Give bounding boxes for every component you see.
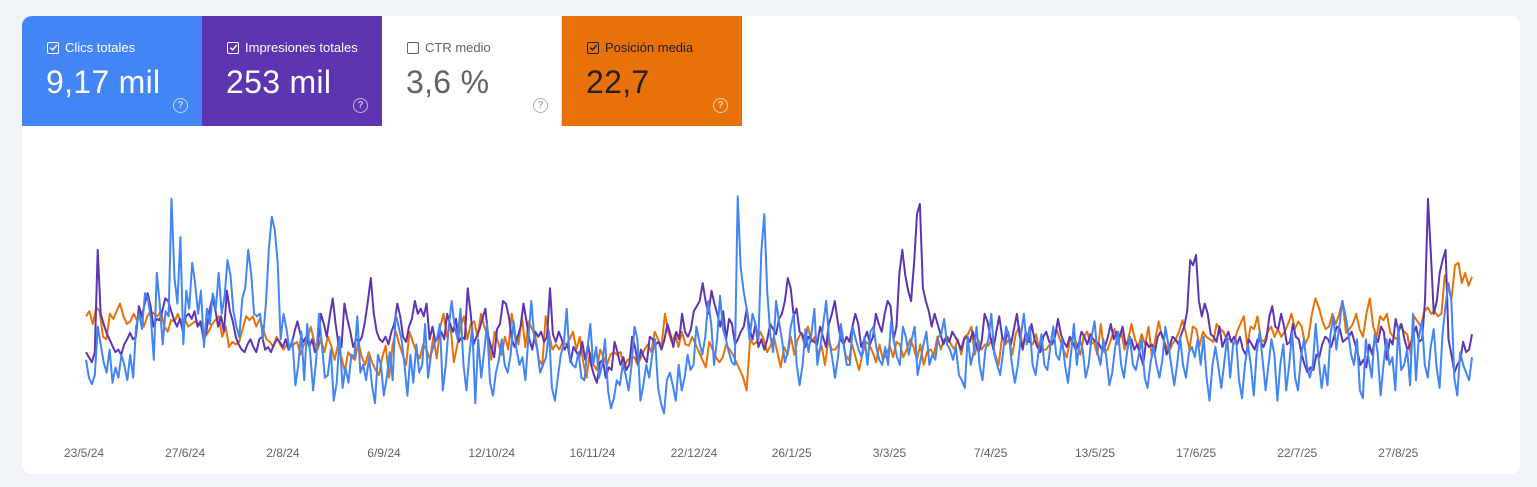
metric-tiles: Clics totales 9,17 mil ? Impresiones tot…: [22, 16, 742, 126]
help-icon[interactable]: ?: [533, 98, 548, 113]
x-tick-label: 12/10/24: [468, 446, 515, 460]
x-tick-label: 17/6/25: [1176, 446, 1216, 460]
metric-header: CTR medio: [407, 40, 491, 55]
x-tick-label: 23/5/24: [64, 446, 104, 460]
metric-header: Posición media: [587, 40, 693, 55]
metric-tile-impressions[interactable]: Impresiones totales 253 mil ?: [202, 16, 382, 126]
series-layer: [85, 195, 1473, 415]
x-tick-label: 16/11/24: [570, 446, 616, 460]
metric-value: 22,7: [586, 64, 650, 100]
help-icon[interactable]: ?: [353, 98, 368, 113]
metric-header: Clics totales: [47, 40, 135, 55]
x-tick-label: 22/12/24: [671, 446, 718, 460]
metric-tile-ctr[interactable]: CTR medio 3,6 % ?: [382, 16, 562, 126]
x-axis-ticks: 23/5/24 27/6/24 2/8/24 6/9/24 12/10/24 16/11/…: [64, 446, 1419, 460]
metric-header: Impresiones totales: [227, 40, 358, 55]
metric-label: Impresiones totales: [245, 40, 358, 55]
x-tick-label: 7/4/25: [974, 446, 1008, 460]
x-tick-label: 27/8/25: [1378, 446, 1418, 460]
metric-label: CTR medio: [425, 40, 491, 55]
metric-tile-position[interactable]: Posición media 22,7 ?: [562, 16, 742, 126]
performance-chart[interactable]: 23/5/24 27/6/24 2/8/24 6/9/24 12/10/24 16/11/…: [22, 126, 1520, 474]
series-line-clics-totales: [85, 195, 1473, 415]
metric-label: Posición media: [605, 40, 694, 55]
x-tick-label: 3/3/25: [873, 446, 907, 460]
metric-label: Clics totales: [65, 40, 136, 55]
x-tick-label: 26/1/25: [772, 446, 812, 460]
checkbox-unchecked-icon[interactable]: [407, 41, 419, 54]
checkbox-checked-icon[interactable]: [587, 41, 599, 54]
x-tick-label: 6/9/24: [367, 446, 401, 460]
help-icon[interactable]: ?: [173, 98, 188, 113]
performance-card: Clics totales 9,17 mil ? Impresiones tot…: [22, 16, 1520, 474]
line-chart-svg: 23/5/24 27/6/24 2/8/24 6/9/24 12/10/24 16/11/…: [64, 195, 1473, 460]
checkbox-checked-icon[interactable]: [227, 41, 239, 54]
checkbox-checked-icon[interactable]: [47, 41, 59, 54]
metric-value: 253 mil: [226, 64, 332, 100]
x-tick-label: 13/5/25: [1075, 446, 1115, 460]
x-tick-label: 2/8/24: [266, 446, 300, 460]
metric-tile-clicks[interactable]: Clics totales 9,17 mil ?: [22, 16, 202, 126]
x-tick-label: 22/7/25: [1277, 446, 1317, 460]
metric-value: 9,17 mil: [46, 64, 161, 100]
x-tick-label: 27/6/24: [165, 446, 205, 460]
metric-value: 3,6 %: [406, 64, 490, 100]
help-icon[interactable]: ?: [713, 98, 728, 113]
